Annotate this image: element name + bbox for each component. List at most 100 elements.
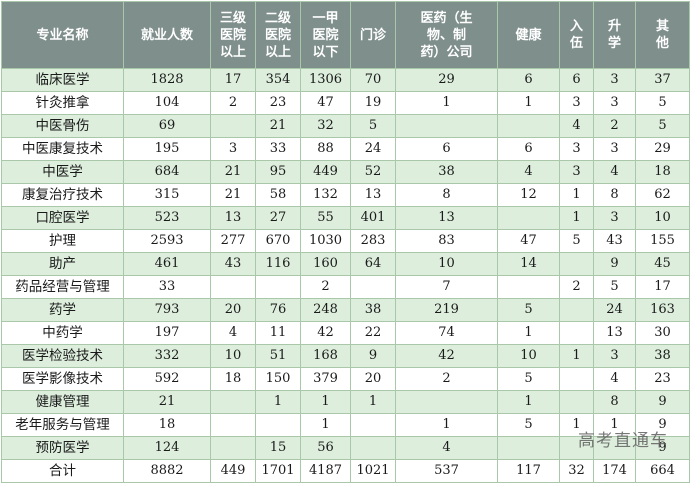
- header-col-health: 健康: [497, 1, 560, 69]
- value-cell: 51: [255, 344, 301, 368]
- value-cell: 45: [635, 252, 690, 276]
- value-cell: 24: [593, 298, 636, 322]
- value-cell: 47: [300, 91, 351, 115]
- major-name-cell: 口腔医学: [1, 206, 124, 230]
- value-cell: 1: [395, 413, 498, 437]
- value-cell: 29: [635, 137, 690, 161]
- major-name-cell: 中医学: [1, 160, 124, 184]
- value-cell: [255, 413, 301, 437]
- value-cell: 449: [210, 459, 256, 483]
- table-row: 药学 793 20 76 248 38 219 5 24 163: [1, 298, 690, 322]
- value-cell: 3: [593, 137, 636, 161]
- table-row: 康复治疗技术 315 21 58 132 13 8 12 1 8 62: [1, 183, 690, 207]
- table-body: 临床医学 1828 17 354 1306 70 29 6 6 3 37 针灸推拿 104 2 23 47 19…: [1, 68, 690, 483]
- value-cell: 1306: [300, 68, 351, 92]
- value-cell: [255, 275, 301, 299]
- major-name-cell: 康复治疗技术: [1, 183, 124, 207]
- value-cell: 19: [350, 91, 396, 115]
- value-cell: 4: [593, 367, 636, 391]
- major-name-cell: 药学: [1, 298, 124, 322]
- table-row: 口腔医学 523 13 27 55 401 13 1 3 10: [1, 206, 690, 230]
- value-cell: 461: [123, 252, 211, 276]
- value-cell: 42: [395, 344, 498, 368]
- value-cell: [350, 275, 396, 299]
- value-cell: 5: [497, 413, 560, 437]
- value-cell: 18: [635, 160, 690, 184]
- value-cell: 33: [255, 137, 301, 161]
- value-cell: 11: [255, 321, 301, 345]
- value-cell: [395, 114, 498, 138]
- value-cell: 23: [255, 91, 301, 115]
- value-cell: 20: [210, 298, 256, 322]
- header-col-tier1a-below: 一甲 医院 以下: [300, 1, 351, 69]
- value-cell: 104: [123, 91, 211, 115]
- value-cell: 160: [300, 252, 351, 276]
- value-cell: 197: [123, 321, 211, 345]
- table-row: 健康管理 21 1 1 1 1 8 9: [1, 390, 690, 414]
- value-cell: 1: [300, 390, 351, 414]
- value-cell: 17: [635, 275, 690, 299]
- value-cell: 55: [300, 206, 351, 230]
- value-cell: 4: [210, 321, 256, 345]
- header-col-pharma-company: 医药（生 物、制 药）公司: [395, 1, 498, 69]
- value-cell: 5: [635, 114, 690, 138]
- value-cell: [210, 390, 256, 414]
- value-cell: 83: [395, 229, 498, 253]
- value-cell: 1: [255, 390, 301, 414]
- value-cell: 283: [350, 229, 396, 253]
- value-cell: 2: [559, 275, 594, 299]
- value-cell: 163: [635, 298, 690, 322]
- value-cell: 793: [123, 298, 211, 322]
- value-cell: [559, 367, 594, 391]
- major-name-cell: 医学检验技术: [1, 344, 124, 368]
- header-row: 专业名称 就业人数 三级 医院 以上 二级 医院 以上 一甲 医院 以下 门诊 医药（生 物…: [1, 1, 690, 69]
- value-cell: 150: [255, 367, 301, 391]
- value-cell: 8: [395, 183, 498, 207]
- value-cell: 155: [635, 229, 690, 253]
- value-cell: 38: [350, 298, 396, 322]
- header-col-employed-count: 就业人数: [123, 1, 211, 69]
- major-name-cell: 针灸推拿: [1, 91, 124, 115]
- value-cell: 401: [350, 206, 396, 230]
- value-cell: 27: [255, 206, 301, 230]
- value-cell: 168: [300, 344, 351, 368]
- value-cell: 1: [497, 91, 560, 115]
- value-cell: 670: [255, 229, 301, 253]
- value-cell: 30: [635, 321, 690, 345]
- value-cell: 523: [123, 206, 211, 230]
- value-cell: 38: [635, 344, 690, 368]
- value-cell: 1: [559, 413, 594, 437]
- value-cell: [210, 436, 256, 460]
- value-cell: 47: [497, 229, 560, 253]
- value-cell: 2: [593, 114, 636, 138]
- value-cell: 37: [635, 68, 690, 92]
- value-cell: 9: [635, 390, 690, 414]
- value-cell: 20: [350, 367, 396, 391]
- value-cell: [559, 298, 594, 322]
- value-cell: 277: [210, 229, 256, 253]
- value-cell: 449: [300, 160, 351, 184]
- table-row: 老年服务与管理 18 1 1 5 1 1 9: [1, 413, 690, 437]
- header-col-clinic: 门诊: [350, 1, 396, 69]
- value-cell: 7: [395, 275, 498, 299]
- header-col-military: 入 伍: [559, 1, 594, 69]
- major-name-cell: 老年服务与管理: [1, 413, 124, 437]
- value-cell: [497, 436, 560, 460]
- value-cell: 4187: [300, 459, 351, 483]
- value-cell: 5: [635, 91, 690, 115]
- value-cell: [559, 436, 594, 460]
- value-cell: 332: [123, 344, 211, 368]
- value-cell: 4: [395, 436, 498, 460]
- table-row: 助产 461 43 116 160 64 10 14 9 45: [1, 252, 690, 276]
- value-cell: 354: [255, 68, 301, 92]
- header-col-further-study: 升 学: [593, 1, 636, 69]
- value-cell: 8882: [123, 459, 211, 483]
- value-cell: 43: [210, 252, 256, 276]
- value-cell: 70: [350, 68, 396, 92]
- major-name-cell: 中医骨伤: [1, 114, 124, 138]
- value-cell: 4: [559, 114, 594, 138]
- value-cell: 5: [497, 367, 560, 391]
- value-cell: 1: [559, 183, 594, 207]
- value-cell: 62: [635, 183, 690, 207]
- value-cell: [210, 114, 256, 138]
